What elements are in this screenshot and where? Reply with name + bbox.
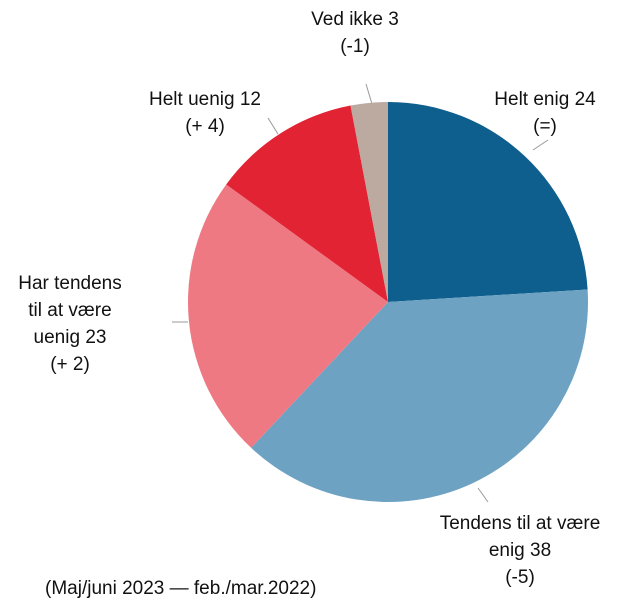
pie-slice <box>226 105 388 303</box>
leader-line <box>365 83 373 105</box>
value-label: 3 <box>388 9 399 30</box>
category-name: Ved ikke <box>311 9 383 30</box>
value-label: 12 <box>239 89 261 110</box>
leader-line <box>477 487 489 503</box>
pie-slice <box>188 184 388 448</box>
change-label: (-5) <box>505 567 535 588</box>
slice-label: Helt uenig 12 (+ 4) <box>115 86 295 140</box>
change-label: (=) <box>533 116 557 137</box>
slice-label: Ved ikke 3 (-1) <box>265 6 445 60</box>
leader-line <box>532 139 549 151</box>
value-label: 23 <box>85 327 107 348</box>
pie-slice <box>251 289 588 502</box>
change-label: (-1) <box>340 36 370 57</box>
category-name: Har tendens til at være uenig <box>18 273 122 348</box>
note: (Maj/juni 2023 — feb./mar.2022) <box>45 578 317 599</box>
pie-slice <box>350 102 388 302</box>
pie-slice <box>388 102 588 302</box>
slice-label: Helt enig 24 (=) <box>455 86 622 140</box>
category-name: Helt uenig <box>149 89 235 110</box>
category-name: Tendens til at være enig <box>439 513 601 561</box>
category-name: Helt enig <box>494 89 570 110</box>
value-label: 38 <box>530 540 552 561</box>
value-label: 24 <box>574 89 596 110</box>
leader-line <box>267 117 279 135</box>
slice-label: Har tendens til at være uenig 23 (+ 2) <box>10 270 130 378</box>
change-label: (+ 2) <box>50 354 90 375</box>
change-label: (+ 4) <box>185 116 225 137</box>
slice-label: Tendens til at være enig 38 (-5) <box>430 510 610 591</box>
